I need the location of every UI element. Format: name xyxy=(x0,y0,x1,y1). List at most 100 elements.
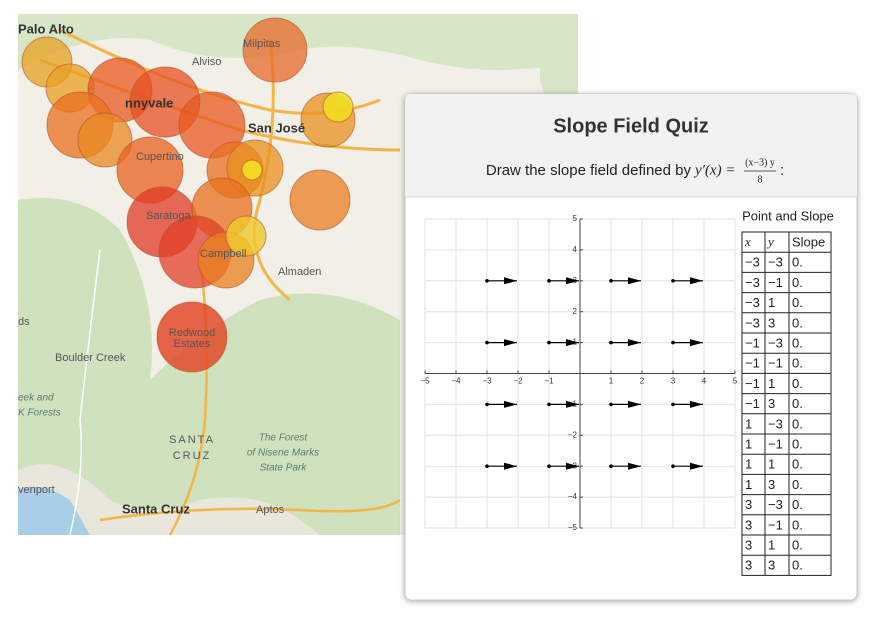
map-label: State Park xyxy=(260,463,308,474)
x-tick-label: −4 xyxy=(451,377,461,386)
table-cell: 0. xyxy=(792,558,803,573)
table-cell: 0. xyxy=(792,356,803,371)
table-cell: −1 xyxy=(745,376,760,391)
arrow-head xyxy=(566,339,579,347)
table-header: y xyxy=(766,234,774,249)
map-label: CRUZ xyxy=(173,450,212,462)
table-cell: 1 xyxy=(745,416,752,431)
slope-arrow xyxy=(671,462,703,470)
table-cell: −3 xyxy=(768,416,783,431)
table-cell: 1 xyxy=(768,295,775,310)
table-cell: −1 xyxy=(768,275,783,290)
table-cell: −3 xyxy=(768,336,783,351)
table-cell: 3 xyxy=(745,558,752,573)
arrow-head xyxy=(690,462,703,470)
map-label: of Nisene Marks xyxy=(247,448,319,459)
arrow-head xyxy=(628,462,641,470)
slope-arrow xyxy=(485,339,517,347)
arrow-head xyxy=(628,339,641,347)
table-cell: 0. xyxy=(792,517,803,532)
slope-arrow xyxy=(609,339,641,347)
table-cell: 0. xyxy=(792,437,803,452)
table-cell: 3 xyxy=(768,396,775,411)
table-cell: 1 xyxy=(745,437,752,452)
table-cell: −3 xyxy=(745,275,760,290)
y-tick-label: −4 xyxy=(568,492,578,501)
table-cell: 0. xyxy=(792,477,803,492)
table-cell: 0. xyxy=(792,538,803,553)
x-tick-label: 2 xyxy=(640,377,645,386)
slope-arrow xyxy=(671,277,703,285)
x-tick-label: −5 xyxy=(420,377,430,386)
y-tick-label: −5 xyxy=(568,523,578,532)
table-cell: 0. xyxy=(792,295,803,310)
table-cell: −1 xyxy=(768,356,783,371)
table-cell: 0. xyxy=(792,336,803,351)
slope-arrow xyxy=(485,277,517,285)
table-border xyxy=(741,231,832,576)
map-label: Boulder Creek xyxy=(55,352,126,364)
arrow-head xyxy=(566,400,579,408)
y-tick-label: −2 xyxy=(568,430,578,439)
map-label: Alviso xyxy=(192,56,221,68)
arrow-head xyxy=(504,400,517,408)
arrow-head xyxy=(690,277,703,285)
quiz-prompt: Draw the slope field defined by xyxy=(486,162,692,179)
map-label: K Forests xyxy=(18,408,61,419)
map-label: ds xyxy=(18,316,30,328)
prompt-end: : xyxy=(780,162,784,179)
x-tick-label: 4 xyxy=(702,377,707,386)
table-header: x xyxy=(744,234,751,249)
table-cell: −3 xyxy=(745,315,760,330)
table-cell: 0. xyxy=(792,376,803,391)
table-cell: −3 xyxy=(745,295,760,310)
table-cell: 1 xyxy=(745,477,752,492)
point-table: x y Slope −3 −3 0. −3 −1 0. −3 1 0. −3 3 0. −1 −3 0. −1 −1 0… xyxy=(741,231,832,576)
table-cell: −1 xyxy=(745,356,760,371)
map-label: SANTA xyxy=(169,434,215,446)
arrow-head xyxy=(504,462,517,470)
table-cell: −1 xyxy=(768,517,783,532)
map-label: Cupertino xyxy=(136,151,184,163)
table-cell: 1 xyxy=(745,457,752,472)
slope-arrow xyxy=(485,400,517,408)
table-cell: −1 xyxy=(745,396,760,411)
slope-arrow xyxy=(671,339,703,347)
map-label: Aptos xyxy=(256,504,285,516)
x-tick-label: 5 xyxy=(733,377,738,386)
table-cell: −1 xyxy=(745,336,760,351)
arrow-head xyxy=(504,339,517,347)
map-label: Milpitas xyxy=(243,38,281,50)
table-cell: 0. xyxy=(792,396,803,411)
table-header: Slope xyxy=(792,235,825,250)
map-label: Redwood xyxy=(169,327,215,339)
table-cell: 3 xyxy=(745,517,752,532)
map-label: eek and xyxy=(18,393,54,404)
slope-arrow xyxy=(485,462,517,470)
y-tick-label: 2 xyxy=(573,307,578,316)
slope-arrow xyxy=(671,400,703,408)
table-cell: −3 xyxy=(745,255,760,270)
arrow-head xyxy=(504,277,517,285)
arrow-head xyxy=(566,462,579,470)
map-label: San José xyxy=(248,120,305,135)
slope-arrow xyxy=(609,462,641,470)
map-label: Campbell xyxy=(200,248,246,260)
map-label: Santa Cruz xyxy=(122,501,190,516)
map-label: Palo Alto xyxy=(18,21,74,36)
x-tick-label: −2 xyxy=(513,377,523,386)
x-tick-label: −1 xyxy=(544,377,554,386)
y-tick-label: 5 xyxy=(573,214,578,223)
arrow-head xyxy=(690,400,703,408)
arrow-head xyxy=(628,277,641,285)
table-cell: 1 xyxy=(768,376,775,391)
arrow-head xyxy=(566,277,579,285)
arrow-head xyxy=(690,339,703,347)
table-cell: −3 xyxy=(768,497,783,512)
table-cell: 0. xyxy=(792,416,803,431)
quiz-title: Slope Field Quiz xyxy=(553,115,709,137)
formula-numerator: (x−3) y xyxy=(745,157,775,168)
